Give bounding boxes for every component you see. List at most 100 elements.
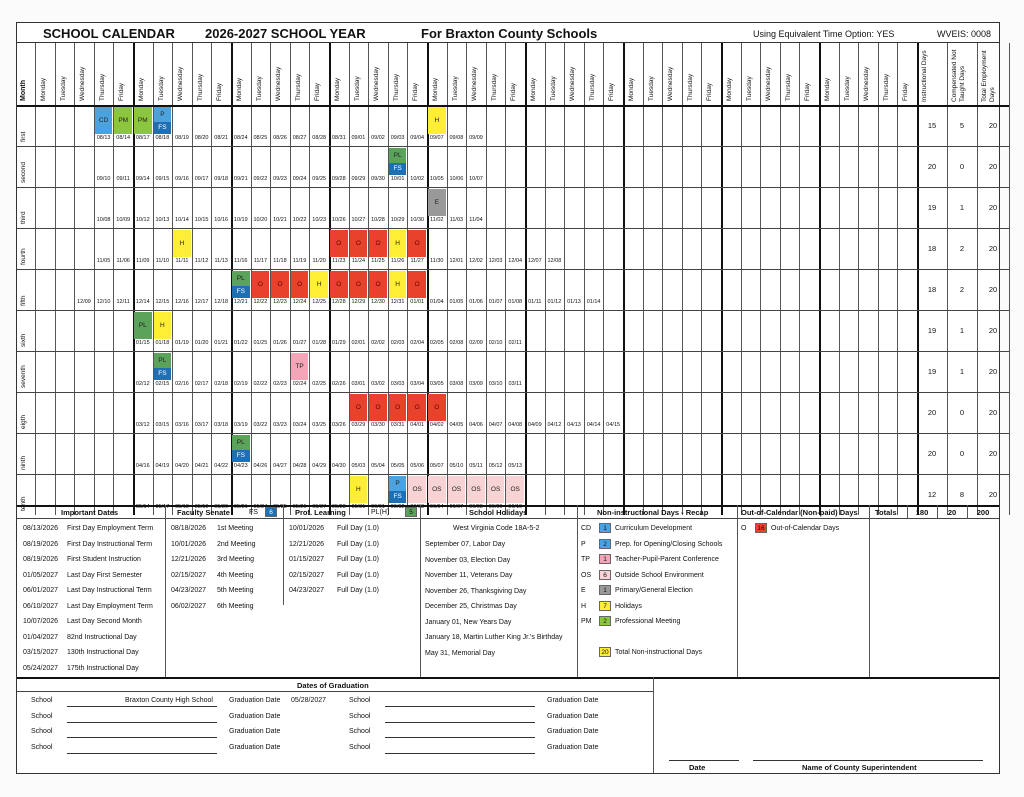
prof-learning-code: PL(H) [371,509,390,516]
graduation-school-label: School [31,728,53,735]
grid-line [485,43,487,515]
date-label: 03/05 [429,381,444,387]
grid-line [407,43,409,515]
date-label: 03/22 [253,422,268,428]
month-label: first [20,131,27,142]
weekday-header: Thursday [392,73,400,101]
month-total: 18 [927,244,937,253]
recap-code: CD [581,525,592,532]
month-total: 1 [959,326,965,335]
date-label: 01/05 [449,299,464,305]
date-label: 11/20 [312,258,326,264]
date-label: 12/18 [214,299,229,305]
date-label: 04/09 [527,422,542,428]
graduation-school-line [67,706,217,707]
grid-line [603,43,605,515]
date-label: 09/22 [253,176,268,182]
recap-count: 1 [599,585,611,595]
month-label: second [20,162,27,183]
calendar-day-mark: O [290,271,309,298]
weekday-header: Friday [314,82,322,101]
date-label: 02/22 [253,381,268,387]
holidays-header: School Holidays [469,508,528,517]
faculty-senate-meeting-label: 2nd Meeting [217,540,256,548]
date-label: 02/24 [292,381,307,387]
date-label: 10/06 [449,176,464,182]
grid-line [17,310,1009,311]
graduation-school-line [67,737,217,738]
date-label: 05/26 [292,504,307,510]
date-label: 11/09 [136,258,150,264]
month-total: 20 [927,408,937,417]
grid-line [270,43,272,515]
total-instructional: 180 [915,508,929,517]
graduation-date-label: Graduation Date [229,712,281,720]
date-label: 12/25 [312,299,327,305]
faculty-senate-mark: FS [232,450,250,462]
date-label: 02/17 [194,381,209,387]
calendar-day-mark: H [388,230,407,257]
grid-line [211,43,213,515]
calendar-day-mark: PL [388,148,407,163]
date-label: 03/04 [410,381,425,387]
date-label: 01/04 [429,299,444,305]
date-label: 09/17 [194,176,209,182]
prof-learning-day-date: 04/23/2027 [289,587,325,594]
date-label: 09/09 [469,135,483,141]
date-label: 11/06 [116,258,130,264]
important-date-label: 175th Instructional Day [67,664,139,672]
important-date-label: Last Day First Semester [67,571,143,579]
faculty-senate-mark: FS [232,286,250,298]
recap-count: 2 [599,538,611,549]
weekday-header: Thursday [98,73,106,101]
date-label: 05/13 [508,463,523,469]
calendar-grid: Month Monday Tuesday Wednesday Thursday Frida… [17,43,1010,515]
holiday-item: September 07, Labor Day [425,541,506,548]
date-label: 04/14 [586,422,601,428]
weekday-header: Wednesday [373,66,381,101]
weekday-header: Thursday [882,73,890,101]
school-year: 2026-2027 SCHOOL YEAR [205,26,366,41]
date-label: 10/15 [194,217,209,223]
date-label: 05/03 [351,463,366,469]
month-total: 0 [959,408,965,417]
important-date-label: First Student Instruction [67,556,141,563]
date-label: 02/19 [233,381,248,387]
grid-line [701,43,703,515]
date-label: 03/24 [292,422,307,428]
month-total: 8 [959,490,965,499]
month-total: 20 [927,449,937,458]
weekday-header: Friday [412,82,420,101]
weekday-header: Monday [236,77,243,101]
recap-label: Curriculum Development [615,525,693,532]
month-total: 18 [927,285,937,294]
grid-line [623,43,625,515]
date-label: 12/01 [449,258,464,264]
date-label: 08/13 [96,135,111,141]
month-total: 5 [959,121,965,130]
calendar-day-mark: CD [94,107,113,134]
recap-label: Teacher-Pupil-Parent Conference [615,556,719,563]
date-label: 10/05 [429,176,444,182]
grid-line [446,43,448,515]
date-label: 09/03 [390,135,405,141]
calendar-day-mark: H [388,271,407,298]
date-label: 04/16 [135,463,150,469]
date-label: 09/10 [96,176,111,182]
date-label: 05/20 [214,504,229,510]
month-total: 20 [927,162,937,171]
date-label: 09/04 [410,135,425,141]
weekday-header: Tuesday [157,76,165,101]
date-label: 04/05 [449,422,464,428]
date-label: 02/26 [331,381,346,387]
important-date-date: 08/19/2026 [23,540,59,548]
date-label: 01/15 [135,340,150,346]
important-date-date: 03/15/2027 [23,649,59,656]
date-label: 04/30 [331,463,346,469]
weekday-header: Wednesday [79,66,87,101]
weekday-header: Friday [902,82,910,101]
date-label: 04/28 [292,463,307,469]
calendar-day-mark: O [349,271,368,298]
date-label: 09/15 [155,176,170,182]
month-total: 20 [988,408,998,417]
